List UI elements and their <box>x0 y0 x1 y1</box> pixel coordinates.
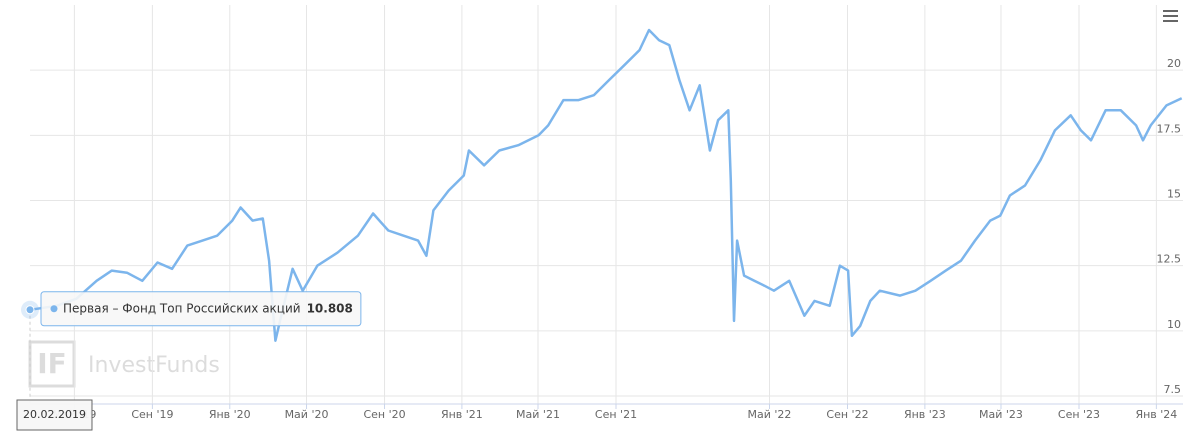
menu-button[interactable] <box>1160 6 1182 26</box>
tooltip: Первая – Фонд Топ Российских акций 10.808 <box>40 291 362 327</box>
x-tick-label: Сен '21 <box>595 408 637 421</box>
x-tick-label: Сен '23 <box>1058 408 1100 421</box>
y-tick-label: 20 <box>1167 57 1181 70</box>
watermark-text: InvestFunds <box>88 353 220 378</box>
date-label-text: 20.02.2019 <box>23 408 86 421</box>
date-label-box <box>16 399 93 431</box>
x-tick-label: Янв '21 <box>441 408 483 421</box>
date-label: 20.02.2019 <box>16 399 93 431</box>
x-tick-label: Сен '22 <box>826 408 868 421</box>
x-tick-label: Май '21 <box>516 408 560 421</box>
x-tick-label: Май '23 <box>979 408 1023 421</box>
menu-icon-bar <box>1163 15 1178 17</box>
tooltip-dot <box>50 305 58 313</box>
x-tick-label: Янв '24 <box>1135 408 1177 421</box>
y-tick-label: 10 <box>1167 318 1181 331</box>
tooltip-box <box>40 291 362 327</box>
x-tick-label: Сен '20 <box>363 408 405 421</box>
x-tick-label: Сен '19 <box>131 408 173 421</box>
x-tick-label: Янв '20 <box>209 408 251 421</box>
x-tick-label: Янв '23 <box>904 408 946 421</box>
y-tick-label: 7.5 <box>1164 383 1182 396</box>
tooltip-series-name: Первая – Фонд Топ Российских акций <box>63 301 301 315</box>
hover-point <box>25 305 35 315</box>
x-tick-label: Май '22 <box>748 408 792 421</box>
menu-icon-bar <box>1163 10 1178 12</box>
series-line <box>29 28 1183 342</box>
x-tick-label: Май '20 <box>285 408 329 421</box>
watermark-logo-letters: IF <box>37 347 67 380</box>
y-tick-label: 12.5 <box>1157 253 1182 266</box>
menu-icon-bar <box>1163 20 1178 22</box>
watermark: IF InvestFunds <box>28 340 220 388</box>
y-tick-label: 17.5 <box>1157 122 1182 135</box>
y-tick-label: 15 <box>1167 188 1181 201</box>
tooltip-value: 10.808 <box>307 301 353 315</box>
